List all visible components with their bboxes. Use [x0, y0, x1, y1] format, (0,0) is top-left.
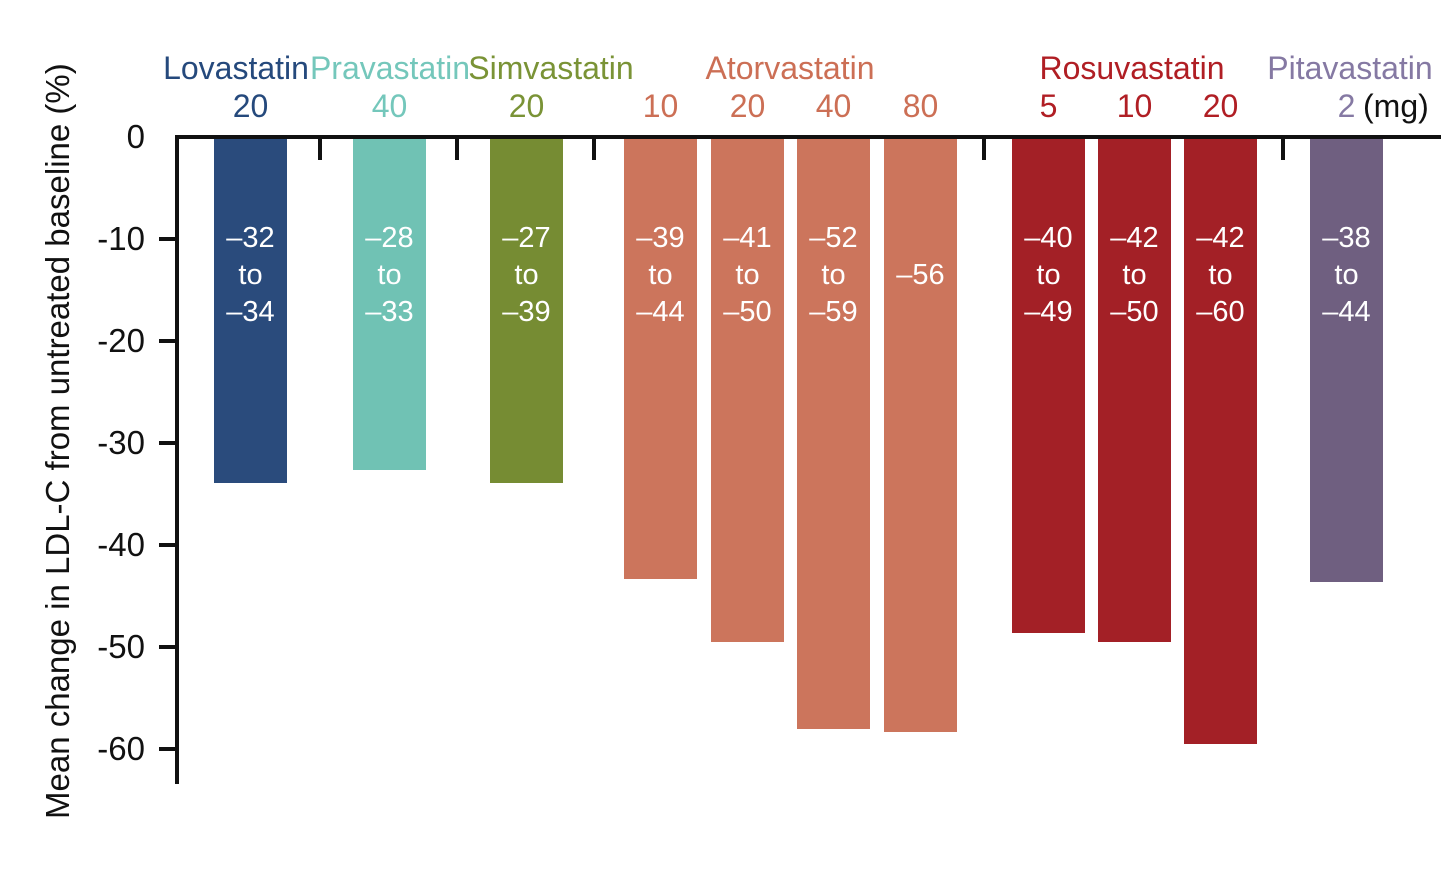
group-separator-tick	[318, 135, 322, 160]
bar-range-label: –42 to –50	[1110, 221, 1159, 328]
bar-range-label: –56	[896, 258, 945, 291]
y-tick-label: 0	[126, 118, 145, 155]
drug-group-label: Lovastatin	[163, 50, 309, 86]
bar	[490, 137, 563, 483]
dose-label: 80	[902, 88, 939, 124]
drug-group-label: Atorvastatin	[705, 50, 875, 86]
y-axis-tick	[159, 747, 179, 751]
group-separator-tick	[455, 135, 459, 160]
bar	[1184, 137, 1257, 745]
dose-label: 20	[729, 88, 766, 124]
bar	[711, 137, 784, 643]
dose-label: 40	[815, 88, 852, 124]
bar-range-label: –38 to –44	[1322, 221, 1371, 328]
bar-range-label: –39 to –44	[636, 221, 685, 328]
y-axis-tick	[159, 339, 179, 343]
bar	[1098, 137, 1171, 643]
dose-label: 10	[642, 88, 679, 124]
drug-group-label: Rosuvastatin	[1039, 50, 1225, 86]
bar-range-label: –28 to –33	[365, 221, 414, 328]
bar	[797, 137, 870, 729]
drug-group-label: Simvastatin	[468, 50, 634, 86]
bar-range-label: –42 to –60	[1196, 221, 1245, 328]
dose-label: 20	[1202, 88, 1239, 124]
y-axis-tick	[159, 441, 179, 445]
x-axis-line	[175, 135, 1441, 139]
bar-range-label: –27 to –39	[502, 221, 551, 328]
y-tick-label: -10	[97, 220, 145, 257]
group-separator-tick	[592, 135, 596, 160]
bar-range-label: –32 to –34	[226, 221, 275, 328]
drug-group-label: Pravastatin	[309, 50, 471, 86]
bar	[1012, 137, 1085, 634]
dose-label: 5	[1039, 88, 1058, 124]
drug-group-label: Pitavastatin	[1267, 50, 1433, 86]
y-axis-tick	[159, 645, 179, 649]
y-tick-label: -60	[97, 730, 145, 767]
bar	[884, 137, 957, 732]
y-tick-label: -50	[97, 628, 145, 665]
dose-unit-label: (mg)	[1363, 88, 1429, 124]
y-tick-label: -20	[97, 322, 145, 359]
bar	[624, 137, 697, 580]
y-tick-label: -40	[97, 526, 145, 563]
dose-label: 20	[232, 88, 269, 124]
y-axis-line	[175, 135, 179, 784]
group-separator-tick	[1281, 135, 1285, 160]
y-axis-tick	[159, 237, 179, 241]
dose-label: 40	[371, 88, 408, 124]
dose-label: 2	[1337, 88, 1356, 124]
y-tick-label: -30	[97, 424, 145, 461]
dose-label: 10	[1116, 88, 1153, 124]
bar-range-label: –41 to –50	[723, 221, 772, 328]
dose-label: 20	[508, 88, 545, 124]
bar-range-label: –52 to –59	[809, 221, 858, 328]
bar	[1310, 137, 1383, 583]
bar	[214, 137, 287, 483]
bar	[353, 137, 426, 470]
group-separator-tick	[982, 135, 986, 160]
bar-range-label: –40 to –49	[1024, 221, 1073, 328]
y-axis-tick	[159, 543, 179, 547]
